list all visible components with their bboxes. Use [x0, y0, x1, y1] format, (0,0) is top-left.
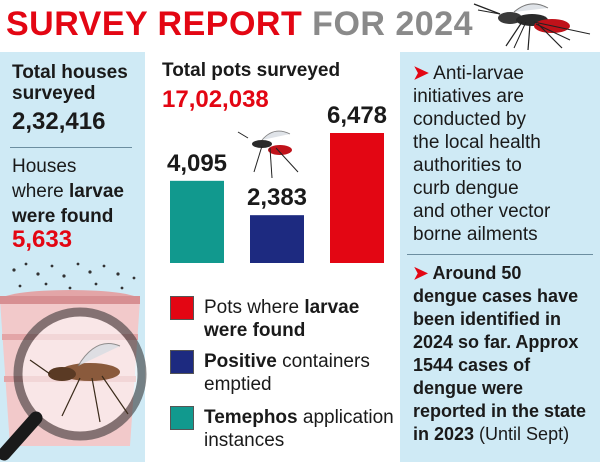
right-divider [407, 254, 593, 255]
larvae-label-line2: where larvae [12, 179, 124, 204]
para2-line4: 2024 so far. Approx [413, 332, 579, 352]
larvae-houses-label: Houses where larvae were found [12, 154, 124, 229]
para2-line6: dengue were [413, 378, 524, 398]
info-paragraph-2: ➤ Around 50 dengue cases have been ident… [413, 262, 598, 446]
legend-temephos-line2: instances [204, 430, 285, 451]
legend-label-larvae: Pots where larvae were found [204, 296, 394, 342]
bar-value-label-1: 4,095 [167, 150, 227, 177]
legend-label-temephos: Temephos application instances [204, 406, 394, 452]
bar-value-label-3: 6,478 [327, 102, 387, 129]
left-divider [10, 147, 132, 148]
pots-surveyed-value: 17,02,038 [162, 86, 269, 113]
legend-larvae-bold: larvae [304, 297, 360, 318]
para2-line2: dengue cases have [413, 286, 579, 306]
para1-line8: borne ailments [413, 224, 538, 245]
para1-line2: initiatives are [413, 86, 524, 107]
legend-positive-post: containers [276, 351, 370, 372]
para2-line8-bold: in 2023 [413, 424, 475, 444]
arrow-icon-2: ➤ [413, 263, 429, 283]
bar-value-label-2: 2,383 [247, 184, 307, 211]
mosquito-icon-small [237, 130, 299, 179]
larvae-label-bold: larvae [69, 181, 124, 202]
para1-line7: and other vector [413, 201, 551, 222]
larvae-label-line3: were found [12, 206, 114, 227]
legend-temephos-post: application [297, 407, 394, 428]
info-panel [400, 52, 600, 462]
page-title: SURVEY REPORT FOR 2024 [6, 2, 473, 46]
legend-positive-bold: Positive [204, 351, 277, 372]
bar-2 [250, 215, 304, 263]
para1-line3: conducted by [413, 109, 527, 130]
para2-line1: Around 50 [432, 263, 522, 283]
legend-larvae-pre: Pots where [204, 297, 305, 318]
title-part1: SURVEY REPORT [6, 5, 303, 43]
legend-larvae-line2: were found [204, 320, 306, 341]
para1-line4: the local health [413, 132, 541, 153]
legend-swatch-temephos [170, 406, 194, 430]
para2-line5: 1544 cases of [413, 355, 531, 375]
larvae-label-where: where [12, 181, 70, 202]
para1-line5: authorities to [413, 155, 522, 176]
houses-surveyed-label: Total houses surveyed [12, 62, 128, 104]
arrow-icon: ➤ [413, 63, 429, 84]
larvae-label-line1: Houses [12, 156, 77, 177]
legend-temephos-bold: Temephos [204, 407, 298, 428]
para1-line6: curb dengue [413, 178, 519, 199]
legend-positive-line2: emptied [204, 374, 272, 395]
pot-magnifier-illustration [0, 262, 147, 461]
mosquito-icon [473, 3, 591, 51]
legend-swatch-larvae [170, 296, 194, 320]
pots-surveyed-label: Total pots surveyed [162, 60, 341, 81]
bar-1 [170, 180, 224, 263]
para2-line8-tail: (Until Sept) [474, 424, 570, 444]
houses-label-line1: Total houses [12, 62, 128, 83]
para1-line1: Anti-larvae [433, 63, 524, 84]
para2-line7: reported in the state [413, 401, 587, 421]
legend-label-positive: Positive containers emptied [204, 350, 394, 396]
bar-3 [330, 133, 384, 263]
houses-label-line2: surveyed [12, 83, 96, 104]
legend-swatch-positive [170, 350, 194, 374]
houses-surveyed-value: 2,32,416 [12, 108, 106, 135]
para2-line3: been identified in [413, 309, 562, 329]
larvae-houses-value: 5,633 [12, 226, 73, 253]
title-part2: FOR 2024 [312, 5, 474, 43]
info-paragraph-1: ➤ Anti-larvae initiatives are conducted … [413, 62, 598, 246]
